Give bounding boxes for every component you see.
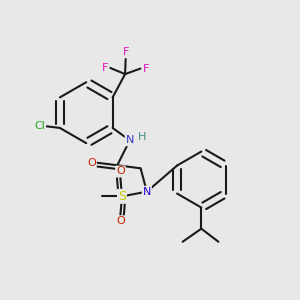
Text: O: O [116,216,125,226]
Text: N: N [126,135,134,146]
Text: O: O [87,158,96,168]
Text: N: N [143,187,151,197]
Text: S: S [118,190,126,203]
Text: F: F [142,64,149,74]
Text: F: F [102,63,108,73]
Text: H: H [138,132,146,142]
Text: O: O [116,167,125,176]
Text: Cl: Cl [34,122,45,131]
Text: F: F [122,47,129,57]
